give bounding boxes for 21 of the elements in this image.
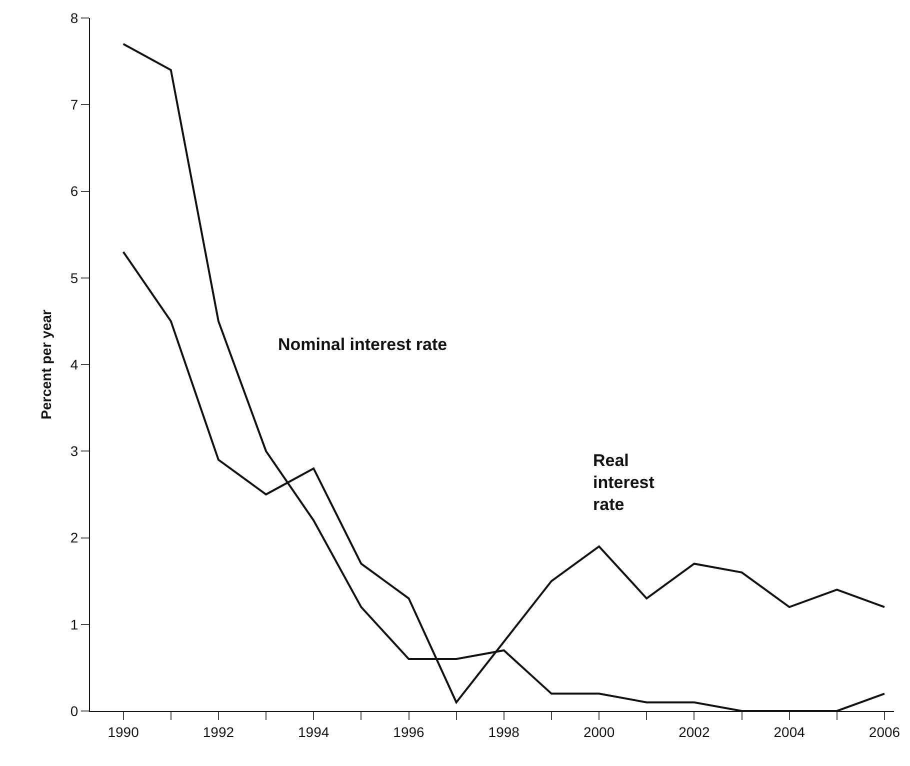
- y-tick-label: 0: [70, 702, 78, 719]
- y-tick-label: 6: [70, 183, 78, 200]
- x-tick-label: 2000: [583, 724, 615, 740]
- y-tick-label: 7: [70, 96, 78, 113]
- x-tick-label: 1996: [393, 724, 425, 740]
- y-axis-title: Percent per year: [38, 309, 54, 420]
- y-tick-label: 3: [70, 443, 78, 460]
- x-tick-label: 1998: [488, 724, 520, 740]
- series-label: Real interest rate: [593, 451, 655, 514]
- y-tick-label: 4: [70, 356, 78, 372]
- y-tick-label: 5: [70, 270, 78, 286]
- x-tick-label: 1994: [298, 724, 330, 740]
- y-tick-label: 2: [70, 530, 78, 546]
- y-tick-label: 8: [70, 10, 78, 26]
- y-tick-label: 1: [70, 616, 78, 632]
- x-tick-label: 2002: [678, 724, 710, 740]
- x-tick-label: 1992: [202, 724, 234, 740]
- x-tick-label: 2004: [774, 724, 806, 740]
- x-tick-label: 2006: [868, 724, 900, 740]
- x-tick-label: 1990: [108, 724, 140, 740]
- text: Nominal interest rate: [278, 335, 448, 354]
